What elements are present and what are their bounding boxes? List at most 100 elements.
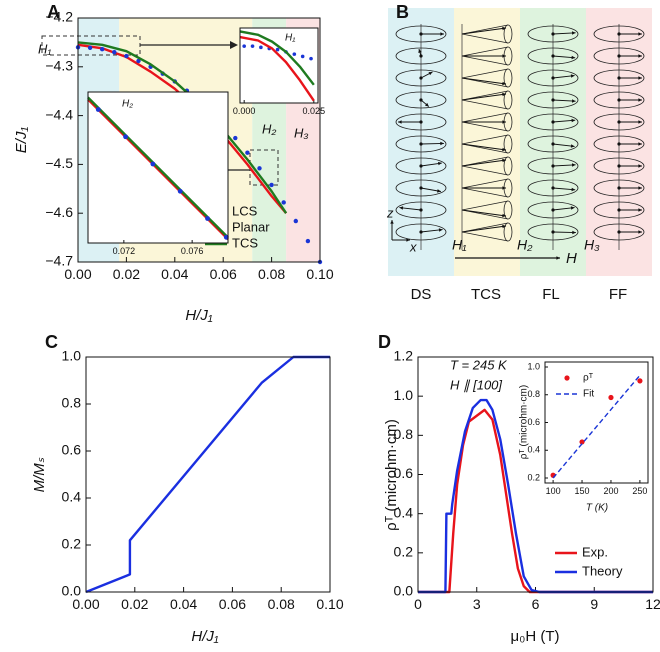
data-point	[150, 161, 156, 167]
data-point	[95, 107, 101, 112]
data-line	[239, 30, 315, 86]
arrow-head	[638, 54, 642, 58]
annotation: T = 245 K	[450, 357, 508, 372]
data-point	[100, 47, 105, 52]
legend-label: TCS	[232, 235, 258, 250]
y-tick-label: −4.5	[45, 155, 73, 171]
y-tick-label: 0.6	[394, 465, 414, 481]
y-tick-label: −4.3	[45, 58, 73, 74]
cone	[461, 222, 509, 242]
transition-label: H₁	[452, 237, 467, 253]
spin-orbit	[527, 47, 579, 65]
spin-arrow	[552, 143, 575, 147]
spin-orbit	[593, 157, 645, 175]
annotation: H₂	[122, 99, 133, 110]
y-tick-label: 0.0	[62, 583, 82, 599]
data-point	[309, 56, 313, 61]
legend-label: LCS	[232, 203, 258, 218]
arrow-head	[571, 55, 576, 60]
y-tick-label: 0.8	[62, 395, 82, 411]
panel-label: B	[396, 2, 409, 22]
spin-arrow	[461, 77, 507, 85]
data-point	[123, 134, 128, 140]
cone-base	[503, 200, 513, 220]
spin-orbit	[395, 157, 447, 175]
spin-orbit	[527, 69, 579, 87]
y-tick-label: −4.6	[45, 204, 73, 220]
data-line	[418, 398, 653, 594]
x-tick-label: 0.076	[181, 246, 204, 256]
spin-arrow	[552, 55, 576, 59]
data-point	[269, 182, 274, 188]
phase-label: FL	[542, 286, 560, 303]
spin-arrow	[552, 164, 576, 167]
annotation: H₁	[285, 33, 295, 44]
arrow-head	[502, 92, 506, 97]
spin-arrow	[461, 209, 507, 217]
spin-orbit	[593, 201, 645, 219]
arrow-head	[502, 54, 506, 58]
arrow-head	[399, 206, 404, 210]
data-point	[293, 218, 298, 224]
x-tick-label: 0.025	[303, 106, 326, 116]
data-point	[177, 188, 183, 194]
arrow-head	[438, 228, 443, 232]
phase-label: FF	[609, 286, 627, 303]
cone-base	[503, 24, 513, 44]
legend-label: Theory	[582, 563, 623, 578]
legend-label: Fit	[583, 389, 594, 400]
cone	[461, 90, 509, 110]
data-point	[223, 234, 229, 240]
arrow-head	[502, 26, 506, 31]
spin-arrow	[399, 207, 422, 211]
arrow-head	[571, 163, 576, 167]
spin-arrow	[552, 207, 575, 211]
y-tick-label: −4.4	[45, 106, 73, 122]
cone	[461, 24, 509, 44]
arrow-head	[572, 230, 576, 235]
spin-orbit	[593, 69, 645, 87]
arrow-head	[638, 164, 642, 168]
spin-orbit	[395, 223, 447, 241]
x-axis-label: H/J₁	[185, 307, 213, 324]
arrow-head	[638, 230, 642, 234]
cone	[461, 134, 509, 154]
spin-orbit	[593, 223, 645, 241]
y-axis-label: ρᵀ (microhm·cm)	[519, 385, 530, 459]
y-tick-label: 1.0	[527, 361, 540, 371]
spin-orbit	[593, 91, 645, 109]
spin-orbit	[395, 69, 447, 87]
arrow-head	[502, 213, 506, 218]
data-point	[245, 150, 250, 155]
spin-orbit	[527, 223, 579, 241]
x-tick-label: 0.08	[268, 596, 295, 612]
data-line	[87, 96, 229, 239]
x-tick-label: 250	[632, 486, 647, 496]
spin-orbit	[395, 91, 447, 109]
arrow-head	[230, 41, 238, 49]
spin-arrow	[552, 231, 576, 234]
transition-label: H₂	[517, 237, 533, 253]
cone-base	[503, 90, 513, 110]
spin-arrow	[461, 159, 507, 167]
legend-marker	[564, 375, 570, 381]
spin-orbit	[527, 157, 579, 175]
plot-frame	[239, 27, 319, 104]
axis-label: z	[386, 205, 394, 220]
spin-arrow	[552, 187, 576, 191]
spin-orbit	[527, 113, 579, 131]
spin-orbit	[593, 25, 645, 43]
arrow-head	[638, 208, 642, 212]
data-line	[85, 355, 330, 594]
legend-label: Planar	[232, 219, 270, 234]
data-line	[239, 35, 315, 102]
arrow-head	[502, 120, 506, 124]
arrow-head	[638, 76, 642, 80]
data-point	[257, 166, 262, 171]
phase-label: TCS	[471, 286, 501, 303]
x-axis-label: T (K)	[586, 503, 608, 514]
spin-arrow	[461, 225, 507, 233]
plot-frame	[544, 361, 649, 484]
cone	[461, 200, 509, 220]
